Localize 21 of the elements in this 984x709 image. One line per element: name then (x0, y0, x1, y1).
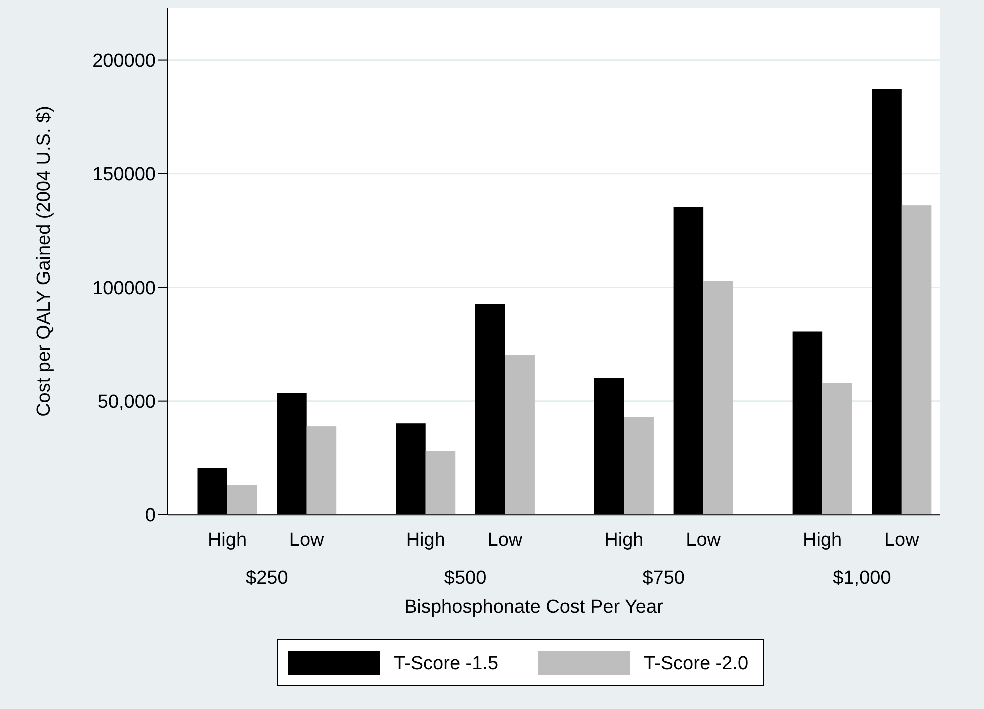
text: $500 (444, 568, 487, 589)
x-tick-label: High (604, 530, 644, 551)
y-tick-label: 100000 (92, 278, 156, 300)
legend-label: T-Score -2.0 (644, 654, 749, 675)
x-axis-title: Bisphosphonate Cost Per Year (404, 597, 664, 618)
y-tick-label: 50,000 (98, 392, 156, 413)
y-tick-label: 150000 (92, 164, 156, 186)
text: $750 (642, 568, 686, 589)
text: $250 (246, 568, 288, 589)
x-tick-label: Low (488, 530, 523, 551)
x-tick-label: High (208, 530, 248, 551)
y-tick-label: 0 (145, 506, 156, 527)
text: $1,000 (833, 568, 892, 589)
y-tick-label: 200000 (92, 50, 156, 72)
x-tick-label: High (406, 530, 446, 551)
x-tick-label: Low (289, 530, 325, 551)
x-tick-label: Low (686, 530, 722, 551)
x-tick-label: High (803, 530, 842, 551)
x-tick-label: Low (884, 530, 920, 551)
legend-label: T-Score -1.5 (394, 654, 499, 675)
y-axis-title: Cost per QALY Gained (2004 U.S. $) (34, 106, 55, 417)
